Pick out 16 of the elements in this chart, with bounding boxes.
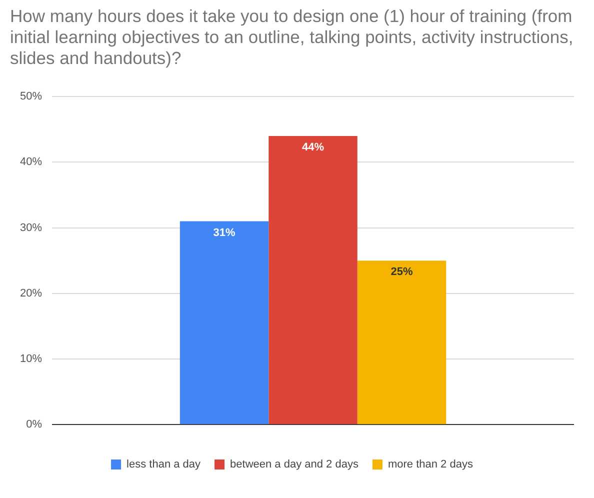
y-tick-label: 40%	[20, 156, 42, 168]
bar	[357, 260, 446, 424]
legend-label: more than 2 days	[388, 458, 474, 471]
data-label: 31%	[213, 226, 236, 239]
data-label: 44%	[302, 141, 324, 154]
y-tick-label: 50%	[20, 90, 42, 103]
legend-label: less than a day	[126, 458, 202, 471]
y-tick-label: 10%	[20, 353, 42, 366]
chart-title: How many hours does it take you to design one (1) hour of training (from initial learning objectives to an outline, talking points, activity instructions, slides and handouts)?	[10, 6, 574, 69]
legend-label: between a day and 2 days	[230, 458, 359, 471]
y-tick-label: 30%	[20, 222, 42, 234]
y-tick-label: 0%	[26, 418, 42, 431]
bar	[180, 221, 269, 424]
data-label: 25%	[390, 266, 413, 278]
bar	[268, 136, 358, 424]
y-tick-label: 20%	[20, 287, 42, 300]
